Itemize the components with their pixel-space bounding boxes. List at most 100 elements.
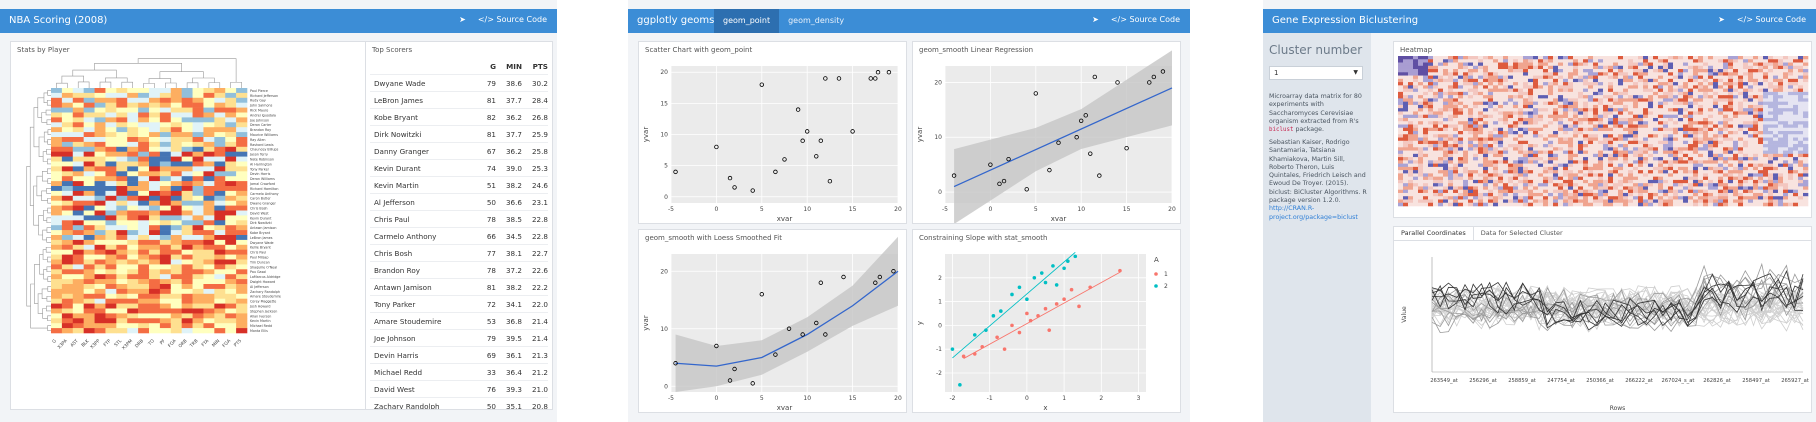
heatmap-cell — [192, 274, 204, 280]
heatmap-cell — [1428, 91, 1434, 96]
heatmap-cell — [236, 112, 248, 118]
heatmap-cell — [1728, 62, 1734, 67]
heatmap-cell — [1513, 189, 1519, 194]
heatmap-cell — [1748, 127, 1754, 132]
heatmap-cell — [1688, 140, 1694, 145]
heatmap-cell — [1533, 95, 1539, 99]
heatmap-cell — [1678, 78, 1684, 83]
heatmap-cell — [214, 151, 226, 157]
heatmap-cell — [1698, 127, 1704, 132]
dendrogram-branch — [46, 148, 51, 155]
heatmap-cell — [1618, 134, 1624, 138]
stat-cell: 82 — [486, 112, 496, 122]
heatmap-cell — [1453, 137, 1459, 142]
heatmap-cell — [170, 127, 182, 133]
heatmap-cell — [1643, 137, 1649, 142]
cran-link[interactable]: http://CRAN.R-project.org/package=biclus… — [1269, 205, 1358, 221]
heatmap-cell — [1478, 104, 1484, 109]
heatmap-cell — [236, 244, 248, 250]
heatmap-cell — [1623, 117, 1629, 122]
column-dendrogram — [56, 58, 242, 88]
heatmap-cell — [1778, 72, 1784, 76]
heatmap-cell — [1528, 140, 1534, 145]
heatmap-cell — [1473, 78, 1479, 83]
heatmap-cell — [1668, 65, 1674, 70]
heatmap-cell — [1793, 82, 1799, 86]
heatmap-cell — [1798, 95, 1804, 99]
tab-geom-point[interactable]: geom_point — [714, 9, 780, 33]
source-code-link[interactable]: </> Source Code — [1110, 15, 1180, 24]
heatmap-cell — [1428, 140, 1434, 145]
heatmap-cell — [1608, 62, 1614, 67]
code-icon: </> — [477, 15, 494, 24]
heatmap-cell — [225, 210, 237, 216]
heatmap-cell — [1588, 114, 1594, 119]
data-point — [1062, 266, 1066, 271]
heatmap-cell — [1443, 111, 1449, 115]
heatmap-cell — [61, 313, 74, 319]
player-label: Jamal Crawford — [249, 182, 275, 186]
heatmap-cell — [1463, 95, 1469, 99]
heatmap-cell — [1793, 163, 1799, 168]
heatmap-cell — [1488, 176, 1494, 181]
heatmap-cell — [1728, 95, 1734, 99]
heatmap-cell — [1693, 127, 1699, 132]
dendrogram-branch — [47, 129, 51, 135]
heatmap-cell — [94, 230, 106, 236]
heatmap-cell — [1413, 95, 1419, 99]
share-icon[interactable]: ➤ — [459, 15, 466, 24]
heatmap-cell — [1408, 189, 1414, 194]
heatmap-cell — [1583, 82, 1589, 86]
heatmap-cell — [1683, 56, 1689, 60]
heatmap-cell — [116, 254, 128, 260]
heatmap-cell — [1623, 82, 1629, 86]
heatmap-cell — [1688, 88, 1694, 93]
heatmap-cell — [1753, 95, 1759, 99]
heatmap-cell — [1573, 114, 1579, 119]
heatmap-cell — [83, 288, 95, 295]
heatmap-cell — [1643, 65, 1649, 70]
heatmap-cell — [1618, 85, 1624, 89]
heatmap-cell — [1743, 176, 1749, 181]
heatmap-cell — [1718, 78, 1724, 83]
heatmap-cell — [1693, 59, 1699, 63]
heatmap-cell — [1553, 189, 1559, 194]
share-icon[interactable]: ➤ — [1718, 15, 1725, 24]
series-fit-line — [952, 251, 1076, 359]
heatmap-cell — [51, 151, 63, 157]
heatmap-cell — [1743, 72, 1749, 76]
heatmap-cell — [1743, 131, 1749, 135]
heatmap-cell — [1408, 176, 1414, 181]
tab-geom-density[interactable]: geom_density — [788, 16, 845, 25]
heatmap-cell — [1793, 75, 1799, 80]
heatmap-cell — [1513, 196, 1519, 200]
share-icon[interactable]: ➤ — [1092, 15, 1099, 24]
heatmap-cell — [1623, 124, 1629, 129]
heatmap-cell — [1458, 131, 1464, 135]
cluster-select[interactable]: 1 ▼ — [1269, 66, 1363, 80]
heatmap-cell — [1493, 72, 1499, 76]
stat-cell: 25.8 — [531, 146, 548, 156]
heatmap-cell — [1703, 183, 1709, 187]
heatmap-cell — [1578, 75, 1584, 80]
heatmap-cell — [1608, 147, 1614, 151]
heatmap-cell — [1453, 117, 1459, 122]
heatmap-cell — [1543, 186, 1549, 190]
player-name: LeBron James — [374, 95, 423, 105]
heatmap-cell — [1458, 147, 1464, 151]
heatmap-cell — [1683, 88, 1689, 93]
heatmap-cell — [1703, 108, 1709, 112]
source-code-link[interactable]: </> Source Code — [1736, 15, 1806, 24]
heatmap-cell — [1433, 127, 1439, 132]
heatmap-cell — [1628, 101, 1634, 106]
heatmap-cell — [1713, 192, 1719, 197]
heatmap-cell — [116, 132, 128, 138]
heatmap-cell — [1698, 153, 1704, 158]
heatmap-cell — [1688, 150, 1694, 155]
source-code-link[interactable]: </> Source Code — [477, 15, 547, 24]
heatmap-cell — [1628, 88, 1634, 93]
data-point — [1028, 318, 1033, 323]
heatmap-cell — [1678, 160, 1684, 164]
heatmap-cell — [1718, 59, 1724, 63]
heatmap-cell — [1778, 114, 1784, 119]
